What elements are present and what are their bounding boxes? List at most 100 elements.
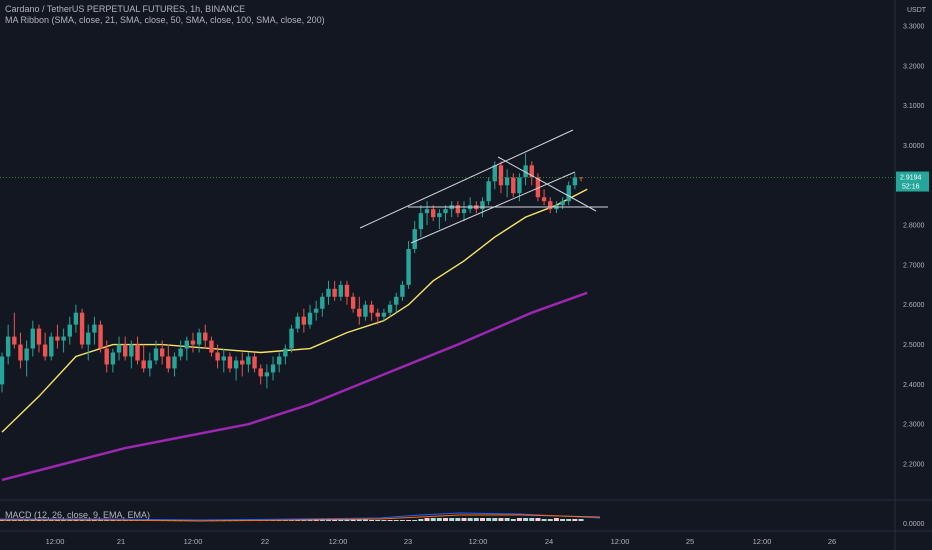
macd-hist-bar bbox=[350, 519, 356, 521]
macd-hist-bar bbox=[560, 519, 566, 521]
y-tick-label: 2.2000 bbox=[903, 462, 925, 469]
x-tick-label: 12:00 bbox=[184, 537, 203, 546]
candle-body bbox=[166, 356, 171, 369]
y-tick-label: 2.8000 bbox=[903, 223, 925, 230]
candle-body bbox=[332, 288, 337, 297]
candle-body bbox=[233, 360, 239, 369]
candle-body bbox=[548, 201, 553, 210]
candle-countdown: 52:16 bbox=[902, 184, 920, 191]
macd-hist-bar bbox=[535, 518, 541, 521]
candle-body bbox=[387, 304, 393, 313]
ma-fast-line bbox=[1, 188, 588, 433]
candle-body bbox=[147, 360, 153, 369]
candle-body bbox=[572, 177, 578, 186]
candle-body bbox=[486, 181, 491, 202]
candle-body bbox=[363, 304, 368, 317]
candle-body bbox=[357, 308, 362, 317]
candle-body bbox=[116, 344, 122, 353]
last-price-value: 2.9194 bbox=[900, 175, 922, 182]
candle-body bbox=[18, 344, 23, 361]
candle-body bbox=[135, 344, 140, 361]
candle-body bbox=[73, 312, 79, 325]
candle-body bbox=[344, 284, 350, 297]
candle-body bbox=[492, 165, 497, 182]
x-tick-label: 12:00 bbox=[469, 537, 488, 546]
candle-body bbox=[264, 372, 270, 377]
candle-body bbox=[42, 344, 48, 357]
candle-body bbox=[129, 344, 134, 357]
candle-body bbox=[406, 248, 411, 285]
macd-hist-bar bbox=[430, 518, 436, 521]
candle-body bbox=[92, 324, 97, 333]
trendline-drawing bbox=[359, 129, 574, 229]
candle-body bbox=[523, 165, 528, 178]
macd-signal-line bbox=[0, 514, 601, 522]
ma-ribbon-legend[interactable]: MA Ribbon (SMA, close, 21, SMA, close, 5… bbox=[5, 15, 325, 25]
candle-body bbox=[55, 336, 60, 341]
candle-body bbox=[301, 316, 307, 325]
x-tick-label: 12:00 bbox=[46, 537, 65, 546]
candle-body bbox=[86, 332, 91, 345]
y-tick-label: 3.1000 bbox=[903, 103, 925, 110]
x-tick-label: 23 bbox=[404, 537, 412, 546]
macd-hist-bar bbox=[418, 519, 424, 521]
x-tick-label: 12:00 bbox=[611, 537, 630, 546]
candle-body bbox=[504, 177, 510, 186]
candle-body bbox=[412, 229, 417, 249]
macd-hist-bar bbox=[516, 518, 522, 521]
candle-body bbox=[79, 312, 85, 345]
candle-body bbox=[381, 312, 387, 317]
candle-body bbox=[123, 344, 128, 357]
macd-hist-bar bbox=[510, 519, 516, 521]
candle-body bbox=[350, 296, 356, 309]
y-tick-label: 2.4000 bbox=[903, 382, 925, 389]
candle-body bbox=[67, 324, 72, 337]
candle-body bbox=[283, 348, 288, 357]
currency-label: USDT bbox=[907, 7, 927, 14]
y-tick-label: 2.6000 bbox=[903, 302, 925, 309]
y-tick-label: 3.3000 bbox=[903, 24, 925, 31]
candle-body bbox=[480, 201, 485, 210]
macd-hist-bar bbox=[393, 520, 399, 521]
candle-body bbox=[203, 332, 208, 341]
candle-body bbox=[455, 205, 461, 214]
y-tick-label: 2.5000 bbox=[903, 342, 925, 349]
candle-body bbox=[49, 336, 54, 357]
macd-hist-bar bbox=[541, 519, 547, 521]
macd-y-tick-label: 0.0000 bbox=[903, 521, 925, 528]
candle-body bbox=[437, 213, 442, 218]
candle-body bbox=[184, 340, 189, 349]
last-price-badge bbox=[896, 171, 929, 192]
candle-body bbox=[98, 324, 103, 349]
macd-legend[interactable]: MACD (12, 26, close, 9, EMA, EMA) bbox=[5, 510, 151, 520]
y-tick-label: 2.3000 bbox=[903, 422, 925, 429]
x-tick-label: 25 bbox=[686, 537, 694, 546]
candle-body bbox=[394, 296, 399, 305]
macd-hist-bar bbox=[344, 519, 350, 521]
symbol-legend[interactable]: Cardano / TetherUS PERPETUAL FUTURES, 1h… bbox=[5, 4, 246, 14]
candle-body bbox=[461, 209, 467, 214]
macd-hist-bar bbox=[486, 518, 492, 521]
candle-body bbox=[141, 360, 146, 369]
candle-body bbox=[431, 209, 436, 218]
candle-body bbox=[326, 288, 331, 297]
candle-body bbox=[5, 336, 11, 357]
candle-body bbox=[110, 352, 116, 365]
candle-body bbox=[277, 356, 282, 365]
y-tick-label: 3.2000 bbox=[903, 63, 925, 70]
macd-hist-bar bbox=[461, 518, 467, 521]
macd-hist-bar bbox=[424, 518, 430, 521]
macd-hist-bar bbox=[572, 519, 578, 521]
macd-hist-bar bbox=[504, 518, 510, 521]
y-tick-label: 2.7000 bbox=[903, 262, 925, 269]
macd-hist-bar bbox=[356, 519, 362, 521]
candle-body bbox=[307, 312, 313, 325]
candle-body bbox=[270, 364, 276, 373]
candle-body bbox=[61, 336, 66, 341]
candle-body bbox=[153, 348, 159, 361]
macd-hist-bar bbox=[492, 518, 498, 521]
candle-body bbox=[424, 209, 430, 214]
macd-hist-bar bbox=[362, 519, 368, 521]
candle-body bbox=[221, 356, 226, 361]
